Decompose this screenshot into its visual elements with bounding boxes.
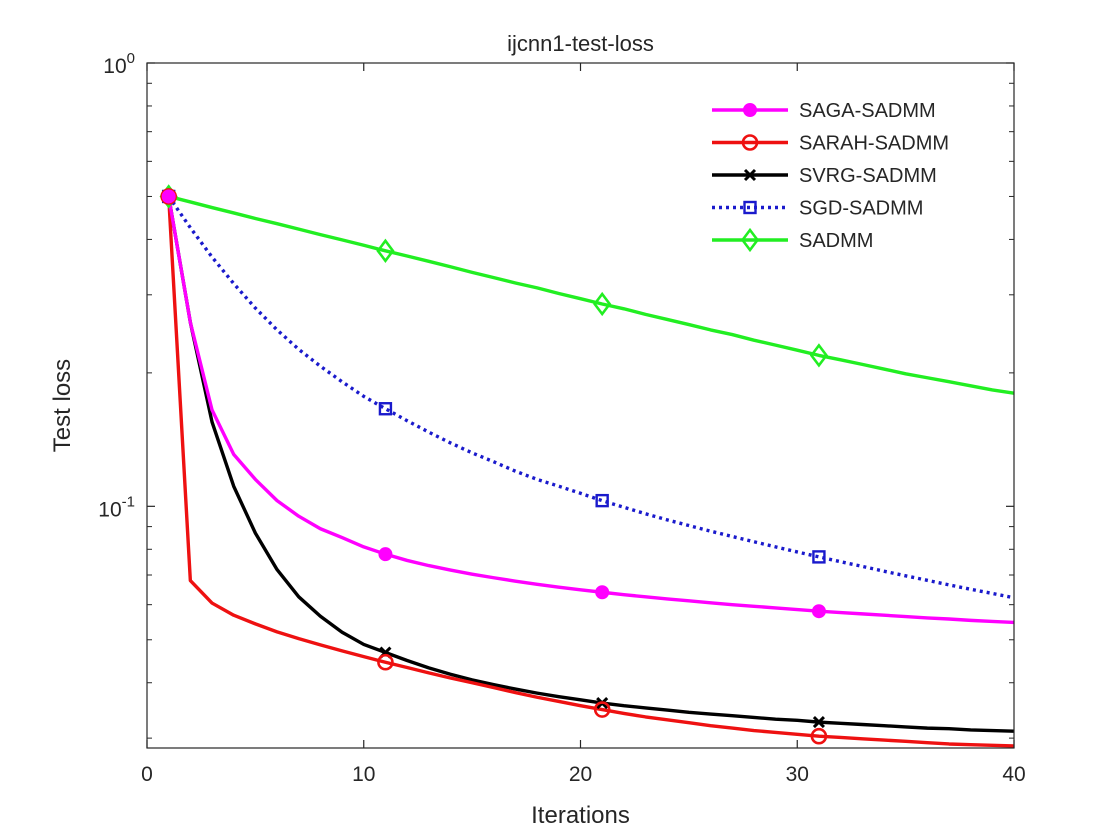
x-tick-label: 30 bbox=[786, 763, 809, 786]
data-point-sadmm bbox=[376, 238, 395, 263]
legend-label: SVRG-SADMM bbox=[799, 165, 937, 187]
series-line-saga-sadmm bbox=[167, 196, 1015, 625]
data-point-saga-sadmm bbox=[378, 547, 393, 562]
data-point-saga-sadmm bbox=[161, 189, 176, 204]
legend-label: SARAH-SADMM bbox=[799, 133, 949, 155]
x-tick-label: 10 bbox=[352, 763, 375, 786]
legend-item-sadmm: SADMM bbox=[712, 227, 873, 253]
legend: SAGA-SADMM SARAH-SADMM SVRG-SADMM SGD-SADMM… bbox=[700, 88, 1000, 258]
data-point-sadmm bbox=[593, 291, 612, 317]
data-point-sgd-sadmm bbox=[595, 493, 609, 508]
legend-marker bbox=[743, 168, 757, 182]
x-tick-label: 0 bbox=[141, 763, 153, 786]
data-point-sgd-sadmm bbox=[812, 550, 826, 564]
x-axis-label: Iterations bbox=[531, 802, 630, 829]
y-axis-label: Test loss bbox=[49, 359, 76, 452]
data-point-sadmm bbox=[809, 343, 829, 368]
y-tick-label: 10-1 bbox=[98, 493, 135, 521]
axis-ticks bbox=[146, 62, 1015, 748]
x-tick-label: 20 bbox=[569, 763, 592, 786]
data-point-sarah-sadmm bbox=[810, 727, 828, 745]
data-point-svrg-sadmm bbox=[812, 716, 825, 729]
legend-item-saga-sadmm: SAGA-SADMM bbox=[712, 100, 936, 122]
legend-item-svrg-sadmm: SVRG-SADMM bbox=[712, 165, 937, 187]
series-line-sarah-sadmm bbox=[166, 196, 1015, 748]
legend-marker bbox=[741, 134, 759, 151]
legend-items: SAGA-SADMM SARAH-SADMM SVRG-SADMM SGD-SADMM… bbox=[712, 100, 949, 253]
legend-item-sgd-sadmm: SGD-SADMM bbox=[712, 198, 923, 220]
axis-tick-labels: 0 10 20 30 40 10-1 100 bbox=[98, 50, 1025, 786]
legend-marker bbox=[740, 227, 760, 253]
legend-label: SGD-SADMM bbox=[799, 198, 923, 220]
legend-marker bbox=[743, 103, 757, 117]
data-point-saga-sadmm bbox=[595, 585, 610, 600]
series-line-sadmm bbox=[168, 194, 1015, 395]
series-line-svrg-sadmm bbox=[167, 196, 1015, 733]
series-lines bbox=[166, 194, 1015, 748]
data-point-saga-sadmm bbox=[811, 604, 826, 619]
data-point-sgd-sadmm bbox=[378, 402, 393, 416]
chart-title: ijcnn1-test-loss bbox=[507, 31, 654, 56]
data-point-sarah-sadmm bbox=[377, 653, 394, 671]
legend-label: SADMM bbox=[799, 230, 873, 252]
data-point-sarah-sadmm bbox=[593, 701, 611, 718]
legend-item-sarah-sadmm: SARAH-SADMM bbox=[712, 133, 949, 155]
legend-label: SAGA-SADMM bbox=[799, 100, 936, 122]
x-tick-label: 40 bbox=[1002, 763, 1025, 786]
y-tick-label: 100 bbox=[103, 50, 135, 78]
series-markers bbox=[159, 184, 829, 745]
legend-marker bbox=[743, 200, 757, 215]
